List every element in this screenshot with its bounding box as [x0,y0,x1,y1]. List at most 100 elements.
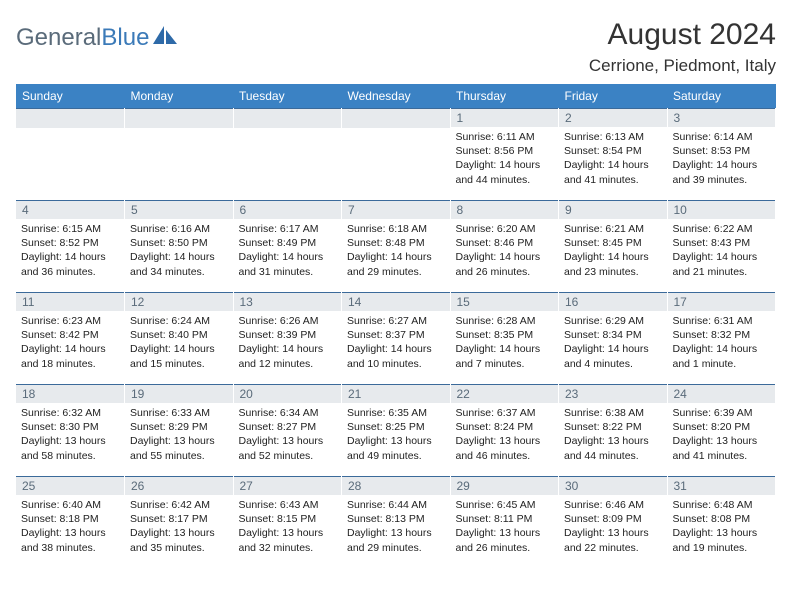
daylight-text: Daylight: 14 hours and 15 minutes. [130,342,228,370]
sunset-text: Sunset: 8:46 PM [456,236,554,250]
weekday-mon: Monday [125,84,234,108]
title-block: August 2024 Cerrione, Piedmont, Italy [589,18,776,76]
day-number: 11 [16,292,124,311]
sunrise-text: Sunrise: 6:42 AM [130,498,228,512]
weekday-sat: Saturday [667,84,776,108]
sunset-text: Sunset: 8:30 PM [21,420,119,434]
sunrise-text: Sunrise: 6:37 AM [456,406,554,420]
day-number: 28 [342,476,450,495]
day-number: 21 [342,384,450,403]
day-number: 31 [668,476,776,495]
sunset-text: Sunset: 8:09 PM [564,512,662,526]
day-cell: 31Sunrise: 6:48 AMSunset: 8:08 PMDayligh… [667,476,776,568]
sunset-text: Sunset: 8:50 PM [130,236,228,250]
weekday-wed: Wednesday [342,84,451,108]
day-cell [125,108,234,200]
day-number: 1 [451,108,559,127]
daylight-text: Daylight: 13 hours and 58 minutes. [21,434,119,462]
sunrise-text: Sunrise: 6:16 AM [130,222,228,236]
day-number: 29 [451,476,559,495]
sunset-text: Sunset: 8:53 PM [673,144,771,158]
sunrise-text: Sunrise: 6:21 AM [564,222,662,236]
daylight-text: Daylight: 14 hours and 36 minutes. [21,250,119,278]
sunrise-text: Sunrise: 6:39 AM [673,406,771,420]
day-number: 26 [125,476,233,495]
sunrise-text: Sunrise: 6:24 AM [130,314,228,328]
day-number: 15 [451,292,559,311]
daylight-text: Daylight: 14 hours and 1 minute. [673,342,771,370]
day-number: 4 [16,200,124,219]
day-cell: 3Sunrise: 6:14 AMSunset: 8:53 PMDaylight… [667,108,776,200]
day-cell: 23Sunrise: 6:38 AMSunset: 8:22 PMDayligh… [559,384,668,476]
daylight-text: Daylight: 13 hours and 55 minutes. [130,434,228,462]
day-number: 13 [234,292,342,311]
day-number [234,108,342,128]
daylight-text: Daylight: 13 hours and 22 minutes. [564,526,662,554]
sunrise-text: Sunrise: 6:13 AM [564,130,662,144]
day-number: 10 [668,200,776,219]
header: GeneralBlue August 2024 Cerrione, Piedmo… [16,18,776,76]
sunset-text: Sunset: 8:54 PM [564,144,662,158]
sunrise-text: Sunrise: 6:45 AM [456,498,554,512]
day-number: 5 [125,200,233,219]
weekday-tue: Tuesday [233,84,342,108]
day-cell: 5Sunrise: 6:16 AMSunset: 8:50 PMDaylight… [125,200,234,292]
day-cell: 10Sunrise: 6:22 AMSunset: 8:43 PMDayligh… [667,200,776,292]
sunrise-text: Sunrise: 6:27 AM [347,314,445,328]
day-number: 25 [16,476,124,495]
day-cell: 6Sunrise: 6:17 AMSunset: 8:49 PMDaylight… [233,200,342,292]
daylight-text: Daylight: 13 hours and 29 minutes. [347,526,445,554]
day-number: 12 [125,292,233,311]
day-cell: 11Sunrise: 6:23 AMSunset: 8:42 PMDayligh… [16,292,125,384]
sunset-text: Sunset: 8:13 PM [347,512,445,526]
sunrise-text: Sunrise: 6:33 AM [130,406,228,420]
sunrise-text: Sunrise: 6:46 AM [564,498,662,512]
sunrise-text: Sunrise: 6:18 AM [347,222,445,236]
day-number: 14 [342,292,450,311]
daylight-text: Daylight: 14 hours and 39 minutes. [673,158,771,186]
day-number: 16 [559,292,667,311]
sunset-text: Sunset: 8:39 PM [239,328,337,342]
sunrise-text: Sunrise: 6:29 AM [564,314,662,328]
daylight-text: Daylight: 14 hours and 29 minutes. [347,250,445,278]
day-cell: 14Sunrise: 6:27 AMSunset: 8:37 PMDayligh… [342,292,451,384]
weekday-row: Sunday Monday Tuesday Wednesday Thursday… [16,84,776,108]
day-number: 9 [559,200,667,219]
sunset-text: Sunset: 8:35 PM [456,328,554,342]
daylight-text: Daylight: 13 hours and 44 minutes. [564,434,662,462]
sunrise-text: Sunrise: 6:28 AM [456,314,554,328]
day-cell: 21Sunrise: 6:35 AMSunset: 8:25 PMDayligh… [342,384,451,476]
sunset-text: Sunset: 8:24 PM [456,420,554,434]
day-number: 8 [451,200,559,219]
daylight-text: Daylight: 13 hours and 52 minutes. [239,434,337,462]
day-number: 24 [668,384,776,403]
sunset-text: Sunset: 8:40 PM [130,328,228,342]
day-cell: 19Sunrise: 6:33 AMSunset: 8:29 PMDayligh… [125,384,234,476]
sunset-text: Sunset: 8:29 PM [130,420,228,434]
day-cell [342,108,451,200]
month-title: August 2024 [589,18,776,52]
logo: GeneralBlue [16,18,179,52]
daylight-text: Daylight: 13 hours and 26 minutes. [456,526,554,554]
day-cell: 18Sunrise: 6:32 AMSunset: 8:30 PMDayligh… [16,384,125,476]
calendar-row: 18Sunrise: 6:32 AMSunset: 8:30 PMDayligh… [16,384,776,476]
day-cell: 30 Sunrise: 6:46 AMSunset: 8:09 PMDayligh… [559,476,668,568]
logo-word-2: Blue [101,24,149,51]
day-cell: 16Sunrise: 6:29 AMSunset: 8:34 PMDayligh… [559,292,668,384]
day-number: 30 [559,476,667,495]
day-number: 23 [559,384,667,403]
sunset-text: Sunset: 8:45 PM [564,236,662,250]
day-number: 17 [668,292,776,311]
sunset-text: Sunset: 8:37 PM [347,328,445,342]
day-cell: 22Sunrise: 6:37 AMSunset: 8:24 PMDayligh… [450,384,559,476]
daylight-text: Daylight: 13 hours and 19 minutes. [673,526,771,554]
sunset-text: Sunset: 8:17 PM [130,512,228,526]
sail-icon [151,24,179,49]
sunrise-text: Sunrise: 6:11 AM [456,130,554,144]
sunrise-text: Sunrise: 6:15 AM [21,222,119,236]
sunset-text: Sunset: 8:20 PM [673,420,771,434]
day-cell: 15Sunrise: 6:28 AMSunset: 8:35 PMDayligh… [450,292,559,384]
sunset-text: Sunset: 8:18 PM [21,512,119,526]
daylight-text: Daylight: 13 hours and 38 minutes. [21,526,119,554]
day-cell: 7Sunrise: 6:18 AMSunset: 8:48 PMDaylight… [342,200,451,292]
